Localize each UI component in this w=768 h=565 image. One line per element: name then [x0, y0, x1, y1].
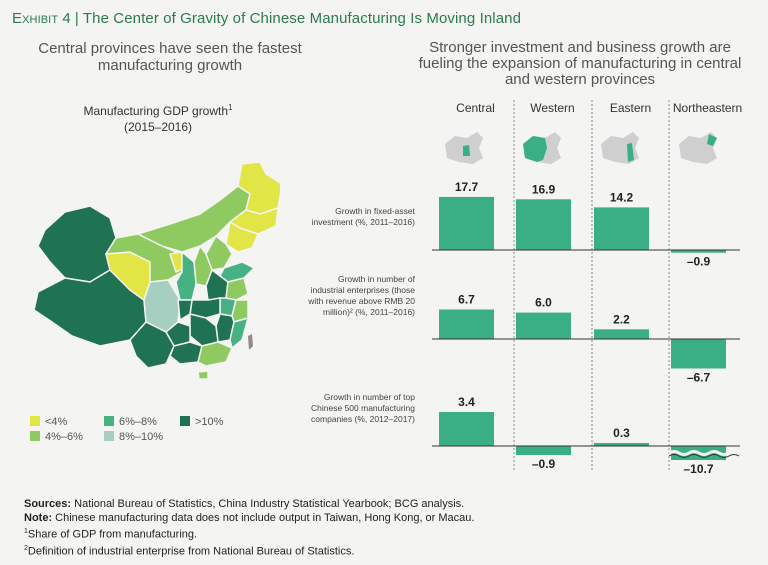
footnote-2: 2Definition of industrial enterprise fro… — [24, 542, 474, 559]
bar — [671, 339, 726, 369]
footnote-1-mark: 1 — [24, 528, 28, 535]
map-region-jiangsu — [225, 277, 249, 301]
row-label-fixed-asset: Growth in fixed-asset investment (%, 201… — [311, 206, 415, 227]
column-header-western: Western — [530, 101, 574, 115]
row-label-top-500: Growth in number of top Chinese 500 manu… — [311, 392, 415, 424]
bar — [516, 312, 571, 339]
data-label: –10.7 — [683, 462, 713, 476]
left-subtitle: Central provinces have seen the fastest … — [38, 40, 302, 74]
column-header-central: Central — [456, 101, 495, 115]
data-label: 3.4 — [458, 395, 475, 409]
exhibit-title: Exhibit 4 | The Center of Gravity of Chine… — [12, 10, 521, 27]
legend-item: 8%–10% — [104, 431, 163, 443]
legend-swatch — [104, 416, 114, 426]
note-label: Note: — [24, 512, 53, 524]
legend-label: <4% — [45, 416, 68, 428]
map-title-footnote: 1 — [228, 103, 233, 112]
bar — [516, 199, 571, 250]
region-minimap-central — [445, 132, 483, 164]
map-title: Manufacturing GDP growth — [83, 104, 229, 118]
bar — [671, 250, 726, 253]
legend-label: >10% — [195, 416, 224, 428]
map-region-fujian — [229, 317, 249, 349]
data-label: 17.7 — [455, 180, 479, 194]
region-minimap-eastern — [601, 132, 639, 164]
regional-bar-chart: Central Western Eastern Northeastern 17.7 16.… — [432, 100, 742, 476]
legend-item: <4% — [30, 416, 67, 428]
data-label: 6.7 — [458, 293, 475, 307]
bar — [439, 196, 494, 250]
data-label: –0.9 — [532, 457, 556, 471]
bar — [594, 207, 649, 250]
footnote-1-text: Share of GDP from manufacturing. — [27, 528, 198, 541]
sources-text: National Bureau of Statistics, China Ind… — [74, 498, 465, 510]
region-minimap-western — [523, 132, 561, 164]
map-region-hainan — [197, 370, 209, 380]
legend-label: 4%–6% — [45, 431, 83, 443]
legend-item: 4%–6% — [30, 431, 83, 443]
legend-swatch — [30, 416, 40, 426]
data-label: –0.9 — [687, 255, 711, 269]
map-region-guangdong — [197, 341, 233, 367]
legend-swatch — [30, 431, 40, 441]
column-header-eastern: Eastern — [610, 101, 651, 115]
footnote-2-mark: 2 — [24, 544, 28, 552]
legend-swatch — [104, 431, 114, 441]
data-label: 2.2 — [613, 312, 630, 326]
legend-label: 6%–8% — [119, 416, 157, 428]
footer-notes: Sources: National Bureau of Statistics, … — [24, 497, 474, 558]
data-label: 14.2 — [610, 190, 634, 204]
legend-label: 8%–10% — [119, 431, 164, 443]
bar-layer: 17.7 16.9 14.2 –0.9 6.7 6.0 2.2 –6.7 3.4 –0.9 0.3 –… — [432, 180, 740, 476]
footnote-2-text: Definition of industrial enterprise from… — [27, 545, 355, 558]
map-period: (2015–2016) — [123, 120, 193, 134]
sources-label: Sources: — [24, 498, 72, 510]
row-label-industrial-enterprises: Growth in number of industrial enterpris… — [308, 274, 415, 317]
data-label: 0.3 — [613, 426, 630, 440]
legend-item: >10% — [180, 416, 223, 428]
bar — [594, 443, 649, 446]
exhibit-label: Exhibit 4 — [12, 10, 71, 27]
bar — [439, 412, 494, 446]
note-text: Chinese manufacturing data does not incl… — [55, 512, 475, 524]
column-header-northeastern: Northeastern — [673, 101, 742, 115]
footnote-1: 1Share of GDP from manufacturing. — [24, 525, 474, 542]
bar — [439, 309, 494, 339]
page-title: The Center of Gravity of Chinese Manufac… — [82, 10, 522, 27]
data-label: –6.7 — [687, 370, 711, 384]
axis-break-mark — [668, 450, 740, 456]
title-separator: | — [74, 10, 79, 27]
data-label: 16.9 — [532, 182, 556, 196]
axis-break-mark — [668, 454, 740, 458]
legend-item: 6%–8% — [104, 416, 157, 428]
legend-swatch — [180, 416, 190, 426]
note-line: Note: Chinese manufacturing data does no… — [24, 511, 474, 525]
map-region-taiwan — [248, 334, 253, 350]
data-label: 6.0 — [535, 296, 552, 310]
region-minimap-northeastern — [679, 132, 717, 164]
sources-line: Sources: National Bureau of Statistics, … — [24, 497, 474, 511]
right-subtitle: Stronger investment and business growth … — [418, 39, 742, 88]
china-province-map — [33, 161, 280, 380]
bar — [516, 446, 571, 455]
map-title-line: Manufacturing GDP growth1 — [20, 100, 296, 119]
map-title-block: Manufacturing GDP growth1 (2015–2016) — [20, 100, 296, 135]
bar — [594, 329, 649, 339]
